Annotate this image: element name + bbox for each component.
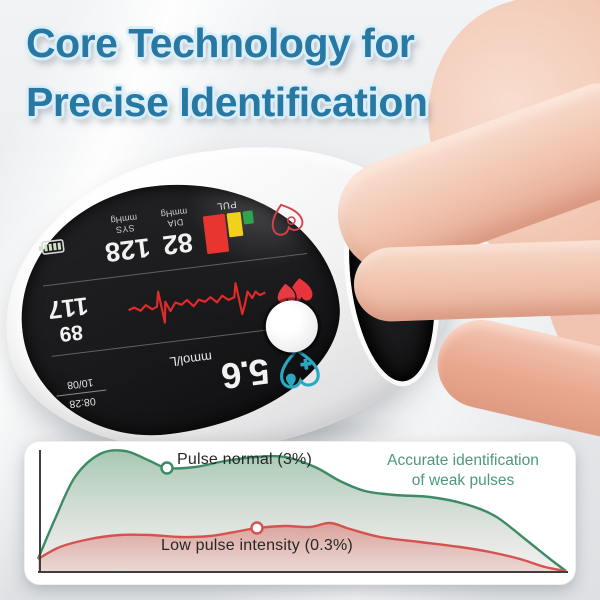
glucose-unit: mmol/L bbox=[168, 349, 213, 370]
pulse-lower-value: 117 bbox=[46, 291, 90, 325]
pulse-normal-label: Pulse normal (3%) bbox=[177, 451, 313, 468]
annotation-line1: Accurate identification bbox=[387, 452, 539, 469]
hand-edge bbox=[514, 97, 600, 403]
glucose-heart-icon bbox=[280, 348, 320, 389]
glucose-row: 5.6 mmol/L 08:28 10/08 bbox=[40, 323, 337, 436]
marker-dot-1 bbox=[250, 521, 264, 535]
area-series-1 bbox=[38, 522, 566, 572]
pul-label: PUL bbox=[215, 198, 238, 213]
fingertip-monitor-device: 5.6 mmol/L 08:28 10/08 bbox=[0, 123, 469, 475]
blood-pressure-row: PUL 82 DIA mmHg 128 SYS mmHg bbox=[22, 179, 319, 287]
battery-icon bbox=[38, 239, 65, 256]
dia-value: 82 bbox=[161, 226, 195, 261]
sys-value: 128 bbox=[103, 232, 152, 268]
ecg-wave-icon bbox=[128, 282, 266, 324]
line-series-0 bbox=[36, 449, 567, 572]
glucose-value: 5.6 bbox=[219, 350, 272, 397]
marker-dot-0 bbox=[160, 461, 174, 475]
line-series-1 bbox=[37, 521, 567, 573]
low-pulse-label: Low pulse intensity (0.3%) bbox=[161, 537, 353, 554]
page-title-line2: Precise Identification bbox=[26, 79, 428, 125]
signal-bar-mid bbox=[226, 212, 244, 238]
pulse-chart-card: Pulse normal (3%) Low pulse intensity (0… bbox=[24, 441, 576, 585]
pulse-strength-block: PUL bbox=[201, 197, 257, 255]
signal-bar-high bbox=[202, 214, 230, 255]
time-date-block: 08:28 10/08 bbox=[54, 373, 108, 414]
pulse-chart bbox=[36, 449, 568, 573]
pulse-values: 89 117 bbox=[46, 291, 92, 345]
signal-bar-low bbox=[242, 210, 255, 225]
ecg-trace bbox=[128, 282, 266, 324]
signal-bars-icon bbox=[202, 210, 257, 255]
page-title: Core Technology for Precise Identificati… bbox=[26, 14, 428, 132]
bp-heart-outline-icon bbox=[271, 204, 304, 236]
weak-pulse-annotation: Accurate identification of weak pulses bbox=[365, 451, 561, 491]
page-title-line1: Core Technology for bbox=[26, 20, 415, 66]
sys-block: 128 SYS mmHg bbox=[101, 211, 152, 268]
annotation-line2: of weak pulses bbox=[411, 471, 515, 489]
dia-block: 82 DIA mmHg bbox=[159, 206, 195, 261]
device-screen: 5.6 mmol/L 08:28 10/08 bbox=[6, 165, 353, 451]
